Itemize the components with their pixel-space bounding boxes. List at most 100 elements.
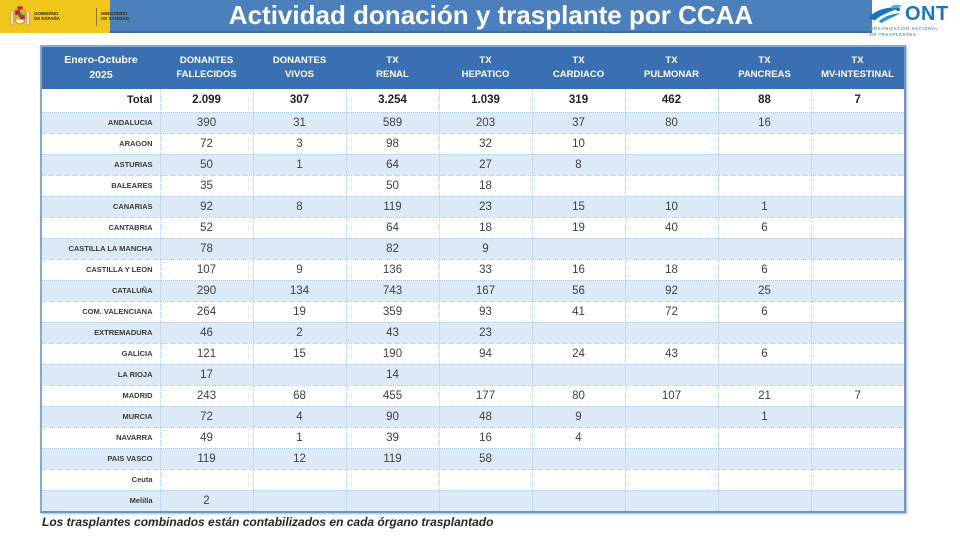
value-cell: 19 (532, 217, 626, 239)
title-bar: Actividad donación y trasplante por CCAA (110, 0, 872, 33)
value-cell: 72 (160, 133, 254, 155)
value-cell (811, 364, 904, 386)
value-cell (811, 406, 904, 428)
value-cell: 25 (718, 280, 812, 302)
gov-logo-divider (96, 7, 97, 26)
value-cell (811, 490, 904, 511)
value-cell: 1.039 (439, 89, 533, 113)
row-label: CATALUÑA (42, 280, 161, 302)
value-cell: 82 (346, 238, 440, 260)
page-title: Actividad donación y trasplante por CCAA (228, 0, 754, 30)
value-cell: 390 (160, 112, 254, 134)
value-cell (532, 469, 626, 491)
value-cell: 16 (532, 259, 626, 281)
value-cell: 18 (439, 175, 533, 197)
table-row: CASTILLA Y LEON 107 9 136 33 16 18 6 (42, 259, 904, 281)
table-row: ASTURIAS 50 1 64 27 8 (42, 154, 904, 176)
value-cell: 7 (811, 385, 904, 407)
value-cell: 3 (253, 133, 347, 155)
value-cell (811, 175, 904, 197)
value-cell: 17 (160, 364, 254, 386)
value-cell: 64 (346, 217, 440, 239)
ministerio-sanidad-label: MINISTERIO DE SANIDAD (101, 11, 130, 22)
value-cell (625, 490, 719, 511)
value-cell (625, 427, 719, 449)
value-cell (253, 364, 347, 386)
row-label: ARAGON (42, 133, 161, 155)
table-header-row: Enero-Octubre 2025 DONANTES FALLECIDOS DO… (42, 47, 904, 89)
row-label: Melilla (42, 490, 161, 511)
value-cell: 94 (439, 343, 533, 365)
value-cell: 243 (160, 385, 254, 407)
value-cell: 23 (439, 322, 533, 344)
ont-acronym: ONT (905, 3, 949, 25)
value-cell (811, 133, 904, 155)
value-cell: 21 (718, 385, 812, 407)
value-cell (532, 175, 626, 197)
row-label: CASTILLA Y LEON (42, 259, 161, 281)
value-cell: 203 (439, 112, 533, 134)
value-cell: 52 (160, 217, 254, 239)
value-cell (532, 490, 626, 511)
value-cell: 93 (439, 301, 533, 323)
value-cell: 14 (346, 364, 440, 386)
value-cell: 31 (253, 112, 347, 134)
value-cell (532, 322, 626, 344)
table-row: NAVARRA 49 1 39 16 4 (42, 427, 904, 449)
value-cell: 121 (160, 343, 254, 365)
value-cell (811, 112, 904, 134)
value-cell (253, 217, 347, 239)
value-cell (811, 322, 904, 344)
value-cell: 107 (625, 385, 719, 407)
column-header: DONANTES VIVOS (253, 47, 346, 89)
value-cell: 9 (439, 238, 533, 260)
value-cell: 462 (625, 89, 719, 113)
value-cell: 56 (532, 280, 626, 302)
table-row: ANDALUCIA 390 31 589 203 37 80 16 (42, 112, 904, 134)
value-cell (625, 364, 719, 386)
value-cell: 68 (253, 385, 347, 407)
value-cell: 107 (160, 259, 254, 281)
value-cell (253, 238, 347, 260)
table-row: LA RIOJA 17 14 (42, 364, 904, 386)
value-cell (718, 154, 812, 176)
table-row: CANARIAS 92 8 119 23 15 10 1 (42, 196, 904, 218)
column-header: TX PANCREAS (718, 47, 811, 89)
value-cell: 1 (253, 427, 347, 449)
value-cell: 24 (532, 343, 626, 365)
value-cell (718, 175, 812, 197)
value-cell (346, 469, 440, 491)
value-cell: 290 (160, 280, 254, 302)
table-row: PAIS VASCO 119 12 119 58 (42, 448, 904, 470)
table-row: ARAGON 72 3 98 32 10 (42, 133, 904, 155)
row-label: ANDALUCIA (42, 112, 161, 134)
transplant-activity-table: Enero-Octubre 2025 DONANTES FALLECIDOS DO… (40, 45, 906, 513)
table-row: BALEARES 35 50 18 (42, 175, 904, 197)
value-cell: 4 (532, 427, 626, 449)
value-cell: 43 (346, 322, 440, 344)
value-cell: 136 (346, 259, 440, 281)
value-cell: 50 (346, 175, 440, 197)
row-label: COM. VALENCIANA (42, 301, 161, 323)
value-cell: 90 (346, 406, 440, 428)
value-cell (625, 154, 719, 176)
value-cell (811, 238, 904, 260)
ont-tagline: ORGANIZACIÓN NACIONAL DE TRASPLANTES (870, 26, 939, 37)
value-cell: 72 (160, 406, 254, 428)
row-label: GALICIA (42, 343, 161, 365)
value-cell: 743 (346, 280, 440, 302)
value-cell (625, 406, 719, 428)
table-row: CATALUÑA 290 134 743 167 56 92 25 (42, 280, 904, 302)
value-cell: 190 (346, 343, 440, 365)
value-cell: 48 (439, 406, 533, 428)
value-cell: 19 (253, 301, 347, 323)
value-cell: 92 (625, 280, 719, 302)
value-cell: 119 (346, 196, 440, 218)
value-cell: 9 (532, 406, 626, 428)
value-cell: 4 (253, 406, 347, 428)
footnote: Los trasplantes combinados están contabi… (42, 515, 494, 529)
value-cell: 177 (439, 385, 533, 407)
row-label: BALEARES (42, 175, 161, 197)
value-cell (811, 301, 904, 323)
ont-swoosh-icon (867, 4, 903, 23)
